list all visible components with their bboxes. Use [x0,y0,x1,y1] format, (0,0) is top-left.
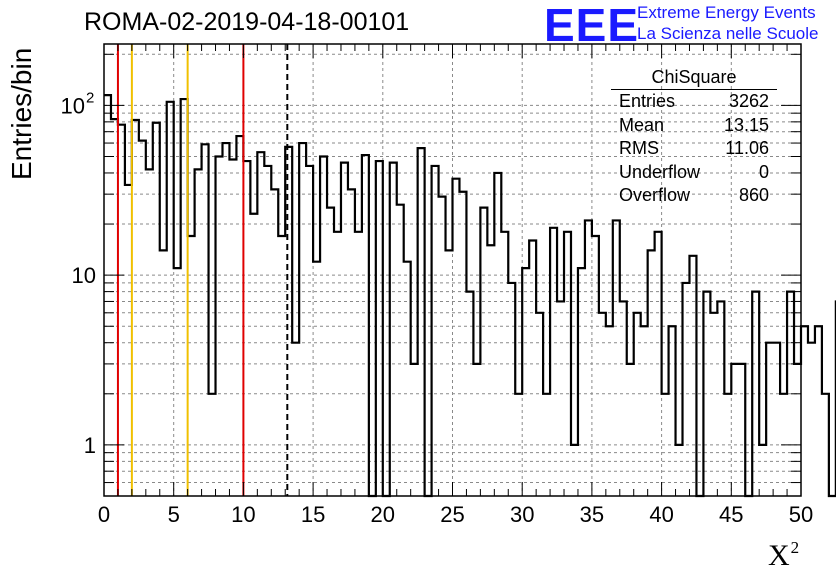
histogram-bin [627,364,634,496]
y-tick-label: 10 [61,93,85,118]
stats-label: Underflow [619,161,700,185]
histogram-bin [222,143,229,496]
stats-row-underflow: Underflow 0 [611,161,777,185]
stats-row-rms: RMS 11.06 [611,137,777,161]
histogram-bin [334,232,341,496]
histogram-bin [808,343,815,496]
x-tick-label: 10 [231,502,255,527]
x-axis-label-superscript: 2 [791,538,800,557]
x-tick-label: 30 [510,502,534,527]
histogram-bin [188,236,195,496]
x-tick-label: 40 [649,502,673,527]
histogram-bin [146,169,153,496]
x-tick-label: 20 [371,502,395,527]
histogram-bin [487,245,494,496]
histogram-bin [229,160,236,496]
histogram-bin [473,364,480,496]
stats-value: 11.06 [725,137,769,161]
histogram-bin [278,236,285,496]
stats-label: RMS [619,137,659,161]
histogram-bin [348,189,355,496]
x-tick-label: 35 [580,502,604,527]
histogram-bin [724,394,731,496]
histogram-bin [236,136,243,496]
logo-text-line2: La Scienza nelle Scuole [637,24,818,44]
stats-row-overflow: Overflow 860 [611,184,777,208]
stats-box: ChiSquare Entries 3262 Mean 13.15 RMS 11… [611,65,777,208]
histogram-bin [606,326,613,496]
histogram-bin [111,119,118,496]
histogram-bin [125,185,132,496]
y-axis-label: Entries/bin [6,48,38,180]
histogram-bin [104,95,111,496]
x-tick-label: 0 [98,502,110,527]
histogram-bin [641,326,648,496]
histogram-bin [411,364,418,496]
histogram-bin [250,214,257,496]
histogram-bin [313,262,320,496]
histogram-bin [557,301,564,496]
histogram-bin [794,364,801,496]
stats-value: 13.15 [724,114,769,138]
logo-text-line1: Extreme Energy Events [637,3,816,23]
histogram-bin [355,232,362,496]
x-tick-label: 45 [719,502,743,527]
histogram-bin [327,208,334,496]
x-tick-label: 15 [301,502,325,527]
y-tick-label: 10 [72,263,96,288]
histogram-bin [599,313,606,496]
x-axis-label: X2 [768,538,799,573]
histogram-bin [174,268,181,496]
histogram-bin [209,394,216,496]
chart-title: ROMA-02-2019-04-18-00101 [84,8,409,37]
histogram-bin [543,394,550,496]
stats-label: Entries [619,90,675,114]
histogram-bin [160,250,167,496]
x-tick-label: 5 [168,502,180,527]
histogram-bin [710,313,717,496]
histogram-bin [292,343,299,496]
y-tick-label-superscript: 2 [86,89,94,106]
stats-label: Mean [619,114,664,138]
histogram-bin [139,141,146,496]
stats-value: 3262 [729,90,769,114]
y-tick-label: 1 [84,433,96,458]
x-tick-label: 50 [789,502,813,527]
stats-label: Overflow [619,184,690,208]
histogram-bin [264,166,271,496]
stats-title: ChiSquare [611,65,777,90]
stats-row-mean: Mean 13.15 [611,114,777,138]
stats-value: 0 [759,161,769,185]
histogram-bin [676,445,683,496]
histogram-bin [759,445,766,496]
eee-logo: EEE [544,2,639,48]
histogram-bin [662,394,669,496]
histogram-bin [515,394,522,496]
stats-value: 860 [739,184,769,208]
histogram-bin [571,445,578,496]
x-tick-label: 25 [440,502,464,527]
histogram-bin [446,250,453,496]
x-axis-label-base: X [768,539,790,572]
stats-row-entries: Entries 3262 [611,90,777,114]
